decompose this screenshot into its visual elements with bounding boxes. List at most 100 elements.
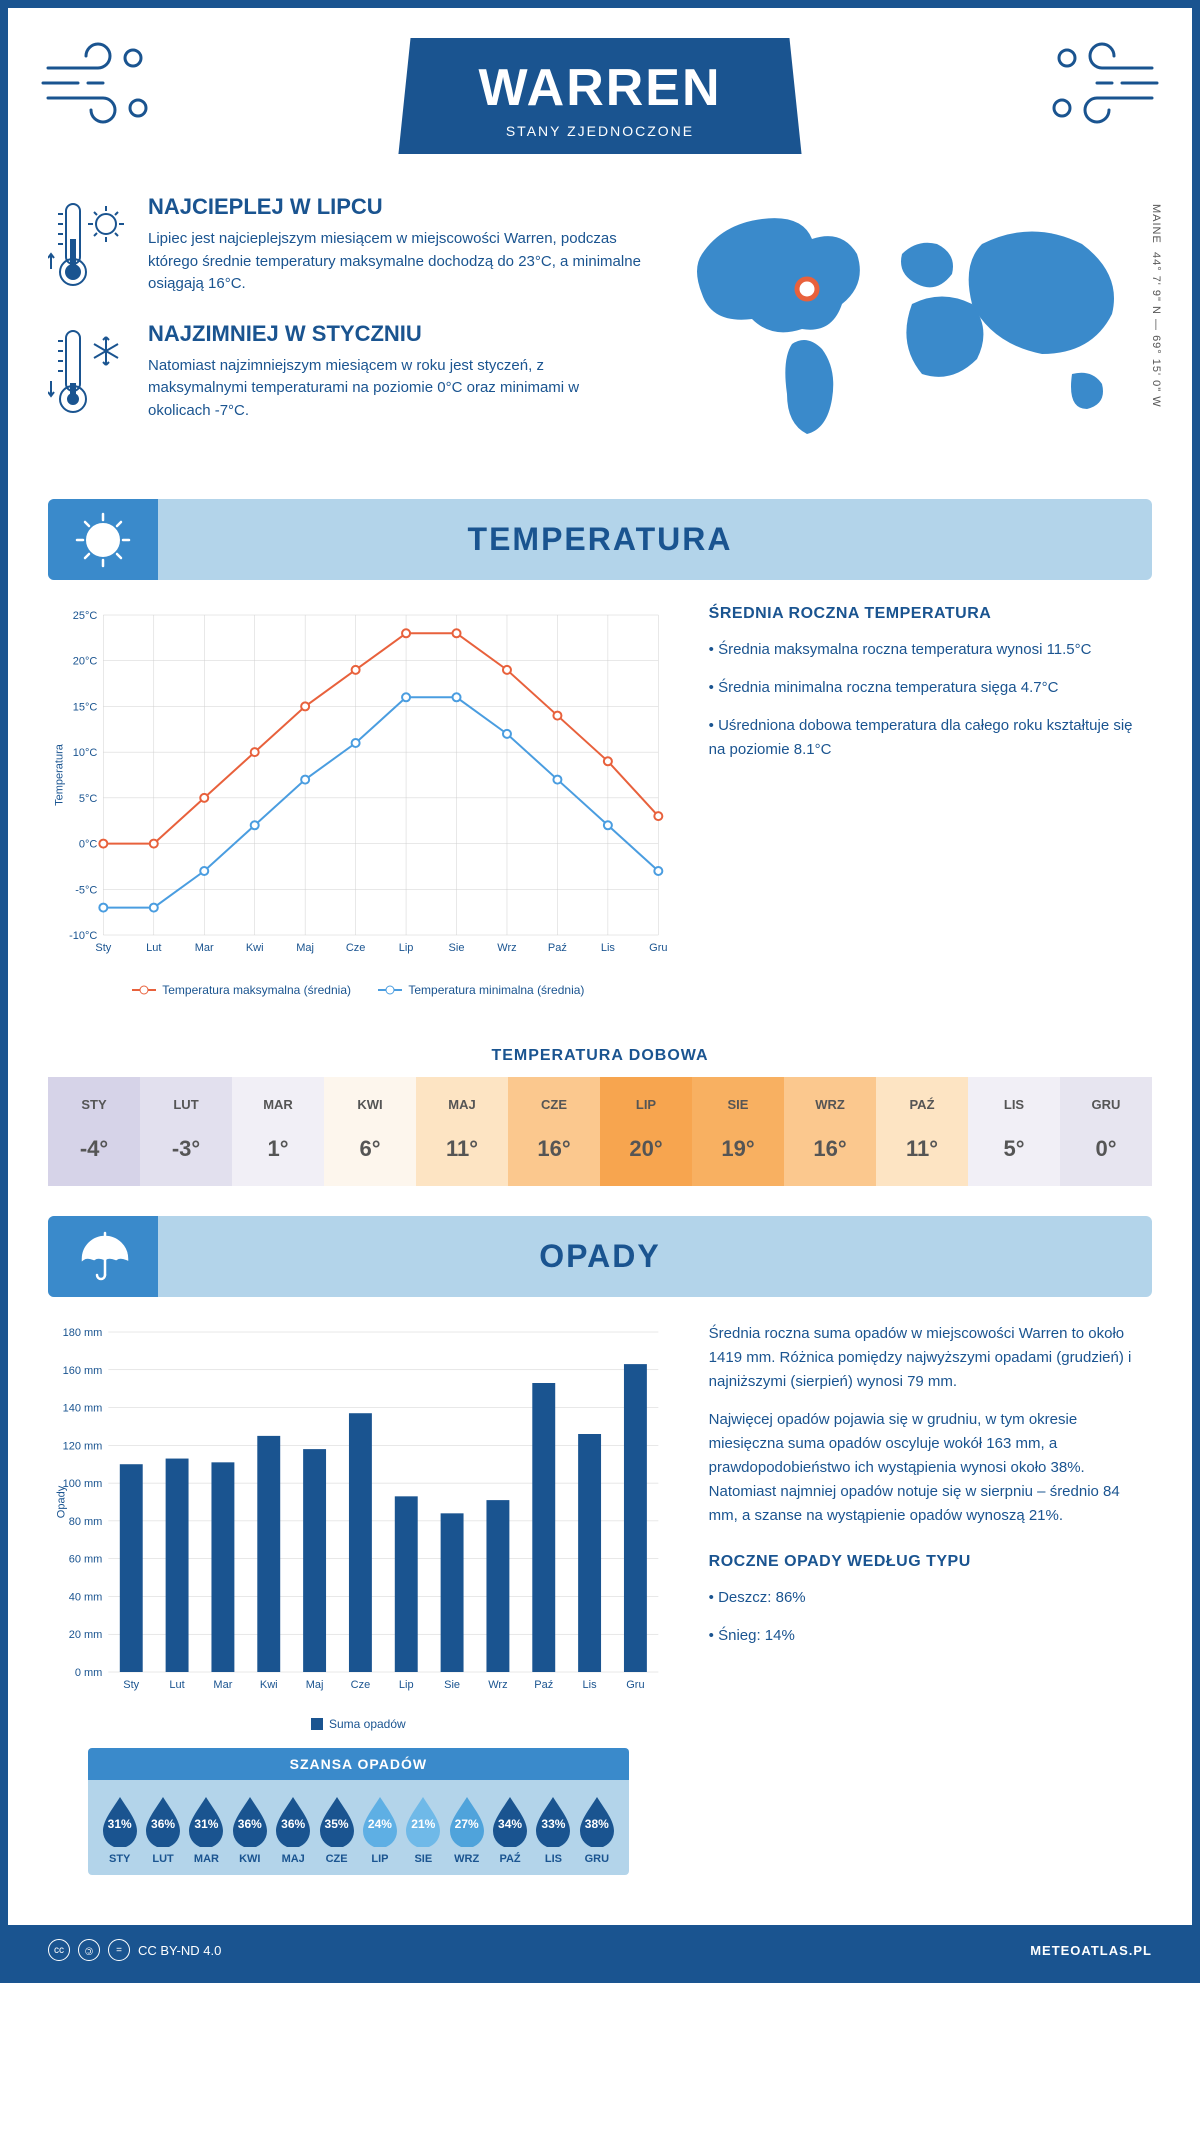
svg-text:Mar: Mar — [213, 1679, 232, 1691]
precip-type-bullet: • Śnieg: 14% — [709, 1624, 1152, 1648]
svg-text:Sie: Sie — [444, 1679, 460, 1691]
daily-temp-table: STY -4° LUT -3° MAR 1° KWI 6° MAJ 11° CZ… — [48, 1077, 1152, 1186]
svg-text:Mar: Mar — [195, 942, 214, 954]
svg-text:20 mm: 20 mm — [69, 1629, 103, 1641]
dobowa-value: 5° — [968, 1122, 1060, 1176]
precip-chance-drop: 27% WRZ — [446, 1795, 488, 1865]
sun-icon — [73, 510, 133, 570]
umbrella-icon — [73, 1227, 133, 1287]
svg-text:80 mm: 80 mm — [69, 1516, 103, 1528]
svg-text:25°C: 25°C — [73, 610, 98, 622]
precip-chance-drop: 31% MAR — [185, 1795, 227, 1865]
precip-chance-drop: 31% STY — [99, 1795, 141, 1865]
svg-text:Paź: Paź — [548, 942, 567, 954]
nd-icon: = — [108, 1939, 130, 1961]
dobowa-month: WRZ — [784, 1087, 876, 1122]
svg-text:Lut: Lut — [169, 1679, 184, 1691]
svg-text:Gru: Gru — [626, 1679, 644, 1691]
dobowa-value: 16° — [784, 1122, 876, 1176]
svg-text:Wrz: Wrz — [488, 1679, 507, 1691]
temp-chart-legend: .legend-swatch[style*='e8613c']::before{… — [48, 980, 669, 997]
svg-text:Kwi: Kwi — [246, 942, 264, 954]
warmest-title: NAJCIEPLEJ W LIPCU — [148, 194, 642, 220]
dobowa-month: STY — [48, 1087, 140, 1122]
precip-info: Średnia roczna suma opadów w miejscowośc… — [709, 1322, 1152, 1905]
svg-text:Lip: Lip — [399, 1679, 414, 1691]
svg-text:0°C: 0°C — [79, 839, 98, 851]
svg-text:Lis: Lis — [583, 1679, 598, 1691]
coldest-block: NAJZIMNIEJ W STYCZNIU Natomiast najzimni… — [48, 321, 642, 423]
dobowa-month: CZE — [508, 1087, 600, 1122]
svg-text:60 mm: 60 mm — [69, 1554, 103, 1566]
svg-text:-10°C: -10°C — [69, 930, 97, 942]
dobowa-value: -3° — [140, 1122, 232, 1176]
svg-text:40 mm: 40 mm — [69, 1591, 103, 1603]
daily-temp-title: TEMPERATURA DOBOWA — [8, 1047, 1192, 1065]
svg-text:Wrz: Wrz — [497, 942, 516, 954]
dobowa-month: KWI — [324, 1087, 416, 1122]
dobowa-month: LIP — [600, 1087, 692, 1122]
temp-bullet: • Średnia minimalna roczna temperatura s… — [709, 676, 1152, 700]
svg-text:Paź: Paź — [534, 1679, 553, 1691]
svg-text:Lut: Lut — [146, 942, 161, 954]
precip-legend: Suma opadów — [48, 1717, 669, 1733]
precip-chance-drop: 34% PAŹ — [489, 1795, 531, 1865]
wind-icon — [1042, 38, 1162, 128]
dobowa-value: 19° — [692, 1122, 784, 1176]
precip-chance-drop: 24% LIP — [359, 1795, 401, 1865]
precip-chance-drop: 36% LUT — [142, 1795, 184, 1865]
thermometer-sun-icon — [48, 194, 128, 294]
precip-chance-drop: 38% GRU — [576, 1795, 618, 1865]
dobowa-month: SIE — [692, 1087, 784, 1122]
dobowa-value: 20° — [600, 1122, 692, 1176]
precip-chance-drop: 35% CZE — [316, 1795, 358, 1865]
svg-text:Cze: Cze — [346, 942, 366, 954]
temp-annual-info: ŚREDNIA ROCZNA TEMPERATURA • Średnia mak… — [709, 605, 1152, 997]
precip-type-bullet: • Deszcz: 86% — [709, 1586, 1152, 1610]
svg-text:Maj: Maj — [296, 942, 314, 954]
temperature-section-header: TEMPERATURA — [48, 499, 1152, 580]
coldest-title: NAJZIMNIEJ W STYCZNIU — [148, 321, 642, 347]
svg-text:100 mm: 100 mm — [63, 1478, 103, 1490]
dobowa-value: 1° — [232, 1122, 324, 1176]
svg-text:Opady: Opady — [55, 1485, 67, 1518]
warmest-text: Lipiec jest najcieplejszym miesiącem w m… — [148, 228, 642, 296]
dobowa-value: 11° — [876, 1122, 968, 1176]
temp-bullet: • Uśredniona dobowa temperatura dla całe… — [709, 714, 1152, 762]
svg-text:Lis: Lis — [601, 942, 616, 954]
svg-text:Lip: Lip — [399, 942, 414, 954]
precip-chance-drop: 33% LIS — [532, 1795, 574, 1865]
coordinates: MAINE 44° 7' 9" N — 69° 15' 0" W — [1150, 204, 1162, 408]
svg-text:15°C: 15°C — [73, 701, 98, 713]
by-icon: 🄯 — [78, 1939, 100, 1961]
precip-title: OPADY — [48, 1238, 1152, 1275]
svg-text:0 mm: 0 mm — [75, 1667, 103, 1679]
precip-chance-drop: 21% SIE — [402, 1795, 444, 1865]
svg-text:-5°C: -5°C — [75, 884, 97, 896]
svg-text:120 mm: 120 mm — [63, 1440, 103, 1452]
precip-chance-drop: 36% KWI — [229, 1795, 271, 1865]
dobowa-month: PAŹ — [876, 1087, 968, 1122]
thermometer-snow-icon — [48, 321, 128, 421]
warmest-block: NAJCIEPLEJ W LIPCU Lipiec jest najcieple… — [48, 194, 642, 296]
dobowa-month: LIS — [968, 1087, 1060, 1122]
temperature-line-chart: -10°C-5°C0°C5°C10°C15°C20°C25°CStyLutMar… — [48, 605, 669, 965]
dobowa-month: MAJ — [416, 1087, 508, 1122]
svg-text:140 mm: 140 mm — [63, 1403, 103, 1415]
dobowa-month: GRU — [1060, 1087, 1152, 1122]
dobowa-value: 11° — [416, 1122, 508, 1176]
precip-bar-chart: 0 mm 20 mm 40 mm 60 mm 80 mm 100 mm 120 mm 140 … — [48, 1322, 669, 1702]
site-name: METEOATLAS.PL — [1030, 1943, 1152, 1958]
world-map — [672, 194, 1152, 454]
dobowa-month: LUT — [140, 1087, 232, 1122]
location-title: WARREN — [478, 58, 721, 118]
svg-text:Cze: Cze — [351, 1679, 371, 1691]
svg-text:Sty: Sty — [95, 942, 111, 954]
svg-text:Sie: Sie — [449, 942, 465, 954]
svg-text:Temperatura: Temperatura — [53, 743, 65, 806]
license-text: CC BY-ND 4.0 — [138, 1943, 221, 1958]
svg-text:20°C: 20°C — [73, 656, 98, 668]
svg-text:10°C: 10°C — [73, 747, 98, 759]
coldest-text: Natomiast najzimniejszym miesiącem w rok… — [148, 355, 642, 423]
dobowa-month: MAR — [232, 1087, 324, 1122]
